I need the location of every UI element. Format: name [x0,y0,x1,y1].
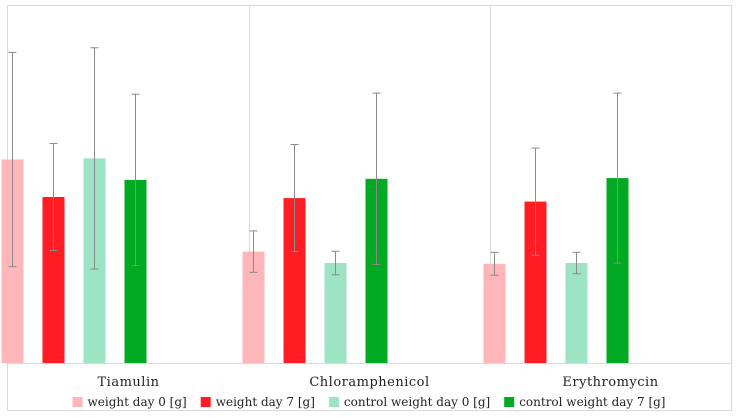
error-bars [8,47,622,276]
bar-chloramphenicol-series-4 [365,178,388,363]
category-label: Erythromycin [562,375,658,390]
legend-swatch [328,397,339,407]
error-bar [531,147,540,256]
error-bar [290,144,299,253]
error-bar [572,251,581,275]
bar-tiamulin-series-2 [42,197,65,363]
bars [1,158,629,363]
error-bar [490,251,499,276]
bar-erythromycin-series-3 [565,263,588,363]
bar-erythromycin-series-2 [524,201,547,363]
legend-item: control weight day 0 [g] [328,395,490,409]
error-bar [372,92,381,265]
legend-swatch [200,397,211,407]
error-bar [8,51,17,268]
error-bar [49,142,58,252]
error-bar [131,93,140,267]
legend: weight day 0 [g] weight day 7 [g] control … [72,395,665,409]
bar-erythromycin-series-4 [606,178,629,363]
category-labels: Tiamulin Chloramphenicol Erythromycin [98,375,659,390]
legend-item: weight day 7 [g] [200,395,315,409]
error-bar [331,250,340,276]
category-label: Chloramphenicol [309,375,429,390]
legend-swatch [504,397,515,407]
legend-label: control weight day 7 [g] [519,395,665,409]
error-bar [90,47,99,270]
legend-item: control weight day 7 [g] [504,395,665,409]
error-bar [249,230,258,273]
legend-label: control weight day 0 [g] [344,395,490,409]
bar-chloramphenicol-series-2 [283,198,306,363]
legend-item: weight day 0 [g] [72,395,187,409]
error-bar [613,92,622,264]
bar-erythromycin-series-1 [483,263,506,363]
category-label: Tiamulin [98,375,160,390]
bar-tiamulin-series-4 [124,179,147,363]
legend-label: weight day 0 [g] [88,395,187,409]
legend-label: weight day 7 [g] [216,395,315,409]
bar-chloramphenicol-series-3 [324,263,347,363]
legend-swatch [72,397,83,407]
bar-chloramphenicol-series-1 [242,251,265,363]
